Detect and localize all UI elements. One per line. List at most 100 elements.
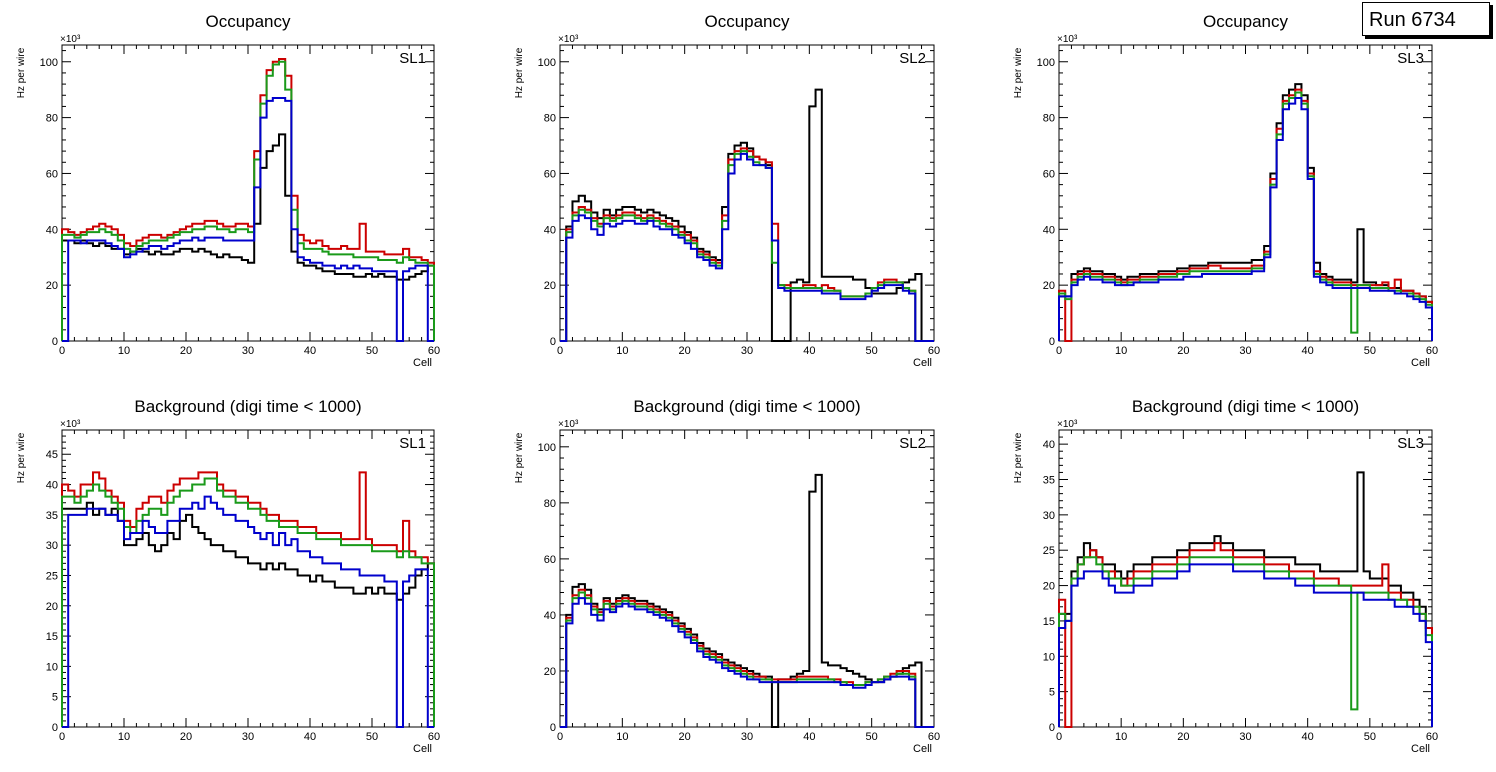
y-tick-label: 80 bbox=[544, 113, 556, 125]
run-label: Run 6734 bbox=[1362, 2, 1490, 36]
x-tick-label: 0 bbox=[557, 345, 563, 357]
y-tick-label: 100 bbox=[538, 57, 556, 69]
superlayer-label: SL3 bbox=[1397, 50, 1424, 67]
y-tick-label: 40 bbox=[544, 610, 556, 622]
y-tick-label: 20 bbox=[544, 280, 556, 292]
x-tick-label: 20 bbox=[180, 345, 192, 357]
axis-exponent: ×10³ bbox=[60, 419, 81, 430]
x-tick-label: 0 bbox=[1056, 731, 1062, 743]
x-tick-label: 30 bbox=[242, 345, 254, 357]
x-tick-label: 40 bbox=[304, 345, 316, 357]
histogram-series-red bbox=[1058, 88, 1433, 342]
y-tick-label: 60 bbox=[544, 168, 556, 180]
axis-exponent: ×10³ bbox=[1057, 34, 1078, 45]
y-tick-label: 60 bbox=[46, 168, 58, 180]
x-tick-label: 0 bbox=[59, 731, 65, 743]
x-axis-label: Cell bbox=[413, 743, 432, 755]
plot-frame bbox=[61, 429, 435, 728]
x-tick-label: 50 bbox=[866, 345, 878, 357]
histogram-series-black bbox=[1058, 83, 1433, 341]
y-tick-label: 20 bbox=[1043, 581, 1055, 593]
y-tick-label: 35 bbox=[1043, 475, 1055, 487]
y-tick-label: 30 bbox=[1043, 510, 1055, 522]
x-tick-label: 20 bbox=[180, 731, 192, 743]
x-tick-label: 50 bbox=[1364, 731, 1376, 743]
histogram-series-black bbox=[560, 473, 934, 728]
x-tick-label: 10 bbox=[616, 345, 628, 357]
y-tick-label: 0 bbox=[1049, 722, 1055, 734]
y-axis-label: Hz per wire bbox=[514, 432, 525, 483]
y-tick-label: 40 bbox=[544, 224, 556, 236]
x-tick-label: 30 bbox=[741, 731, 753, 743]
y-tick-label: 0 bbox=[52, 722, 58, 734]
chart-title: Occupancy bbox=[704, 12, 790, 31]
histogram-series-green bbox=[560, 150, 934, 342]
x-tick-label: 10 bbox=[118, 345, 130, 357]
histogram-series-red bbox=[560, 147, 934, 342]
plot-frame bbox=[559, 44, 935, 342]
x-tick-label: 50 bbox=[366, 731, 378, 743]
y-tick-label: 100 bbox=[1037, 57, 1055, 69]
histogram-series-blue bbox=[1058, 97, 1433, 341]
y-tick-label: 45 bbox=[46, 449, 58, 461]
x-tick-label: 10 bbox=[118, 731, 130, 743]
x-tick-label: 60 bbox=[1426, 345, 1438, 357]
superlayer-label: SL2 bbox=[899, 435, 926, 452]
y-tick-label: 60 bbox=[544, 554, 556, 566]
chart-title: Background (digi time < 1000) bbox=[633, 397, 860, 416]
plot-frame bbox=[1058, 44, 1433, 342]
histogram-series-green bbox=[61, 60, 435, 341]
y-tick-label: 80 bbox=[544, 498, 556, 510]
histogram-series-black bbox=[560, 88, 934, 342]
x-tick-label: 40 bbox=[1302, 345, 1314, 357]
y-tick-label: 40 bbox=[1043, 224, 1055, 236]
x-tick-label: 20 bbox=[679, 731, 691, 743]
y-tick-label: 0 bbox=[550, 336, 556, 348]
chart-panel-5: Background (digi time < 1000) SL2 ×10³ Hz p… bbox=[514, 397, 940, 755]
chart-title: Background (digi time < 1000) bbox=[1132, 397, 1359, 416]
x-tick-label: 10 bbox=[1115, 731, 1127, 743]
x-tick-label: 60 bbox=[928, 731, 940, 743]
y-tick-label: 0 bbox=[550, 722, 556, 734]
y-tick-label: 25 bbox=[1043, 545, 1055, 557]
y-axis-label: Hz per wire bbox=[16, 47, 27, 98]
chart-title: Background (digi time < 1000) bbox=[134, 397, 361, 416]
x-tick-label: 0 bbox=[557, 731, 563, 743]
x-tick-label: 40 bbox=[803, 731, 815, 743]
axis-exponent: ×10³ bbox=[1057, 419, 1078, 430]
y-tick-label: 40 bbox=[1043, 439, 1055, 451]
histogram-series-green bbox=[1058, 91, 1433, 341]
histogram-series-blue bbox=[1058, 563, 1433, 727]
y-tick-label: 5 bbox=[52, 692, 58, 704]
y-tick-label: 80 bbox=[46, 113, 58, 125]
superlayer-label: SL1 bbox=[399, 435, 426, 452]
chart-title: Occupancy bbox=[1203, 12, 1289, 31]
x-tick-label: 50 bbox=[366, 345, 378, 357]
x-tick-label: 0 bbox=[59, 345, 65, 357]
x-axis-label: Cell bbox=[913, 357, 932, 369]
x-tick-label: 60 bbox=[928, 345, 940, 357]
y-tick-label: 100 bbox=[40, 57, 58, 69]
y-axis-label: Hz per wire bbox=[1013, 432, 1024, 483]
x-tick-label: 30 bbox=[242, 731, 254, 743]
plot-frame bbox=[61, 44, 435, 342]
histogram-series-green bbox=[1058, 556, 1433, 727]
x-tick-label: 10 bbox=[1115, 345, 1127, 357]
x-tick-label: 40 bbox=[1302, 731, 1314, 743]
y-tick-label: 10 bbox=[46, 661, 58, 673]
y-axis-label: Hz per wire bbox=[16, 432, 27, 483]
y-tick-label: 20 bbox=[46, 601, 58, 613]
superlayer-label: SL3 bbox=[1397, 435, 1424, 452]
y-tick-label: 10 bbox=[1043, 651, 1055, 663]
chart-panel-1: Occupancy SL1 ×10³ Hz per wire Cell 0 10 20 30 40… bbox=[16, 12, 440, 369]
y-tick-label: 40 bbox=[46, 224, 58, 236]
y-tick-label: 80 bbox=[1043, 113, 1055, 125]
chart-panel-3: Occupancy SL3 ×10³ Hz per wire Cell 0 10 20 30 40… bbox=[1013, 12, 1438, 369]
y-tick-label: 0 bbox=[1049, 336, 1055, 348]
histogram-series-green bbox=[61, 477, 435, 727]
axis-exponent: ×10³ bbox=[558, 34, 579, 45]
histogram-series-red bbox=[61, 471, 435, 727]
y-tick-label: 30 bbox=[46, 540, 58, 552]
y-tick-label: 60 bbox=[1043, 168, 1055, 180]
